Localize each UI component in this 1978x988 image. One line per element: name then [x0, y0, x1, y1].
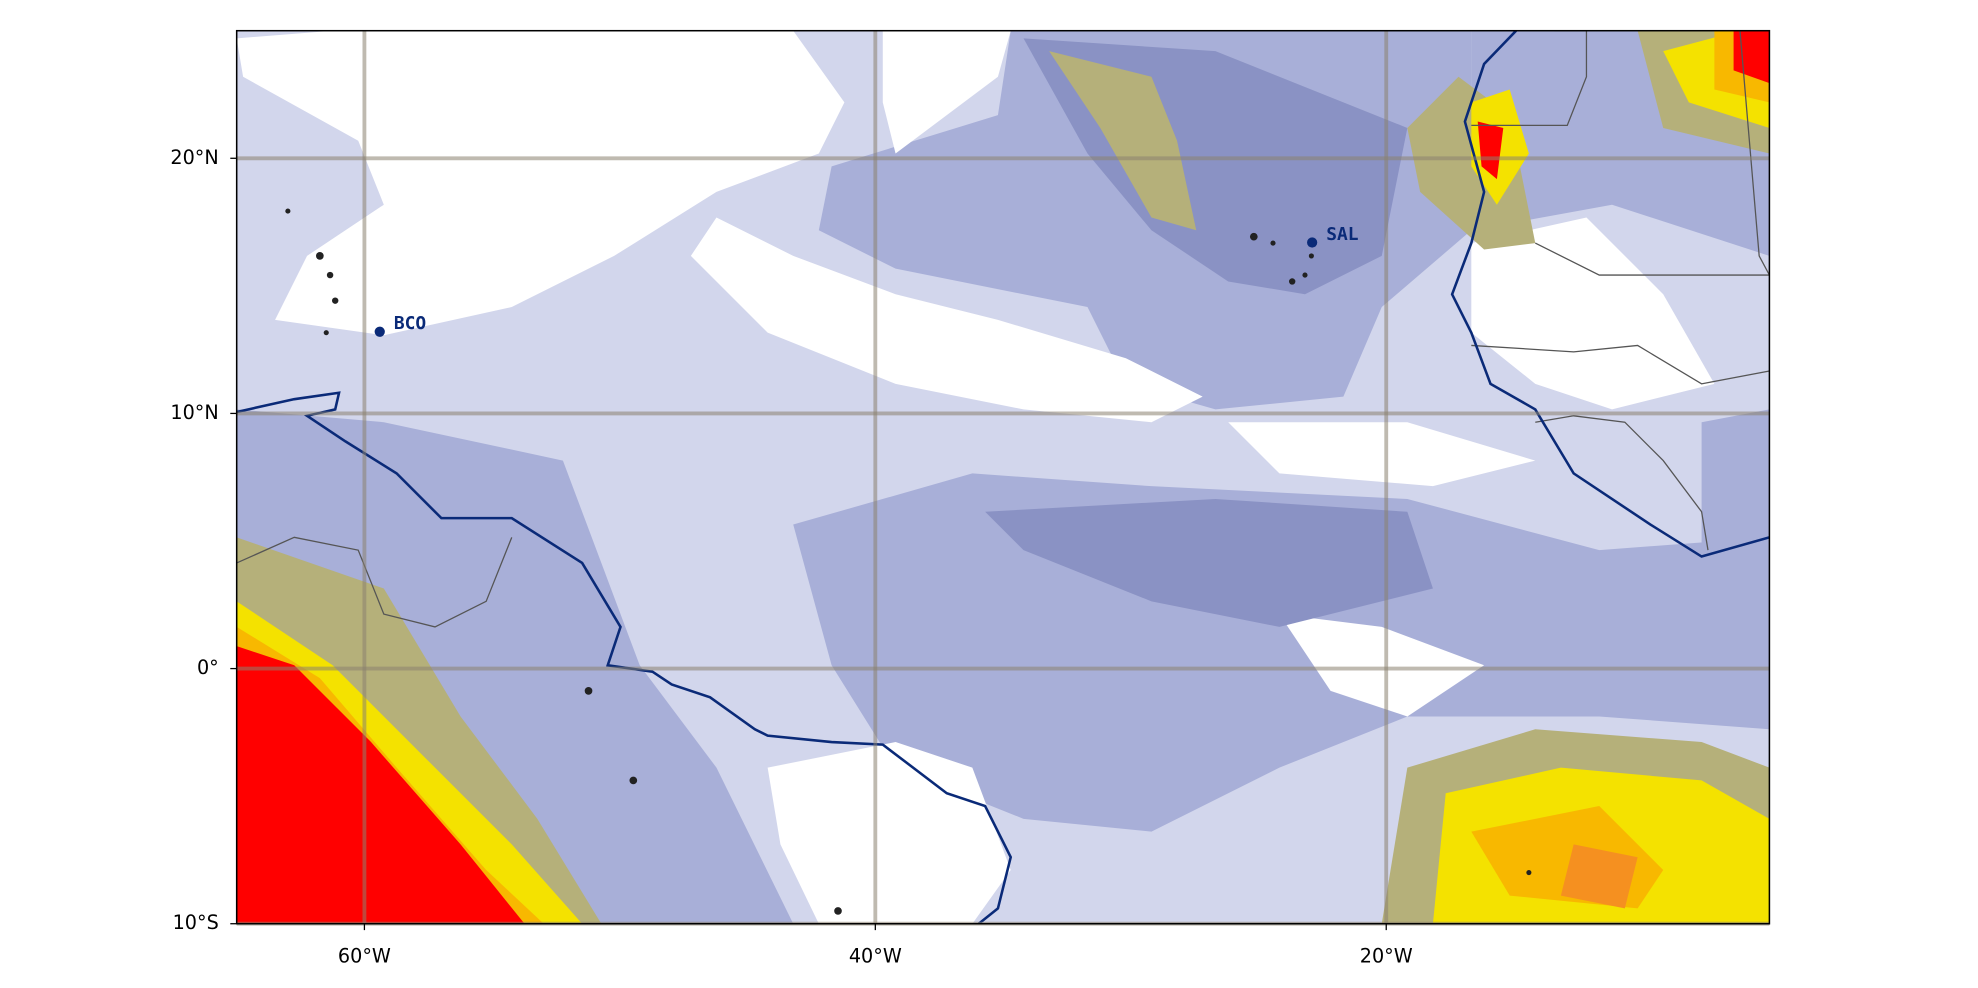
y-tick-label: 10°S: [173, 911, 219, 934]
field-peak: [1560, 844, 1638, 909]
y-tick-label: 20°N: [170, 146, 218, 169]
stations: BCO SAL: [374, 224, 1359, 337]
station-label: BCO: [394, 313, 426, 334]
field-low: [236, 30, 1715, 924]
map-root: BCO SAL 60°W 40°W 20°W 20°N 10°N 0° 10°S: [170, 29, 1771, 968]
axes: 60°W 40°W 20°W 20°N 10°N 0° 10°S: [170, 146, 1412, 968]
x-tick-label: 20°W: [1360, 944, 1413, 967]
station-marker: [1307, 237, 1318, 248]
field: [236, 30, 1770, 924]
station-label: SAL: [1326, 224, 1359, 245]
y-tick-label: 10°N: [170, 401, 218, 424]
x-tick-label: 60°W: [338, 944, 391, 967]
y-tick-label: 0°: [197, 656, 219, 679]
borders: [236, 30, 1770, 628]
field-red: [236, 30, 1770, 924]
islands: [285, 208, 1532, 915]
map-frame: [235, 29, 1771, 925]
x-tick-label: 40°W: [849, 944, 902, 967]
station-marker: [374, 326, 385, 337]
